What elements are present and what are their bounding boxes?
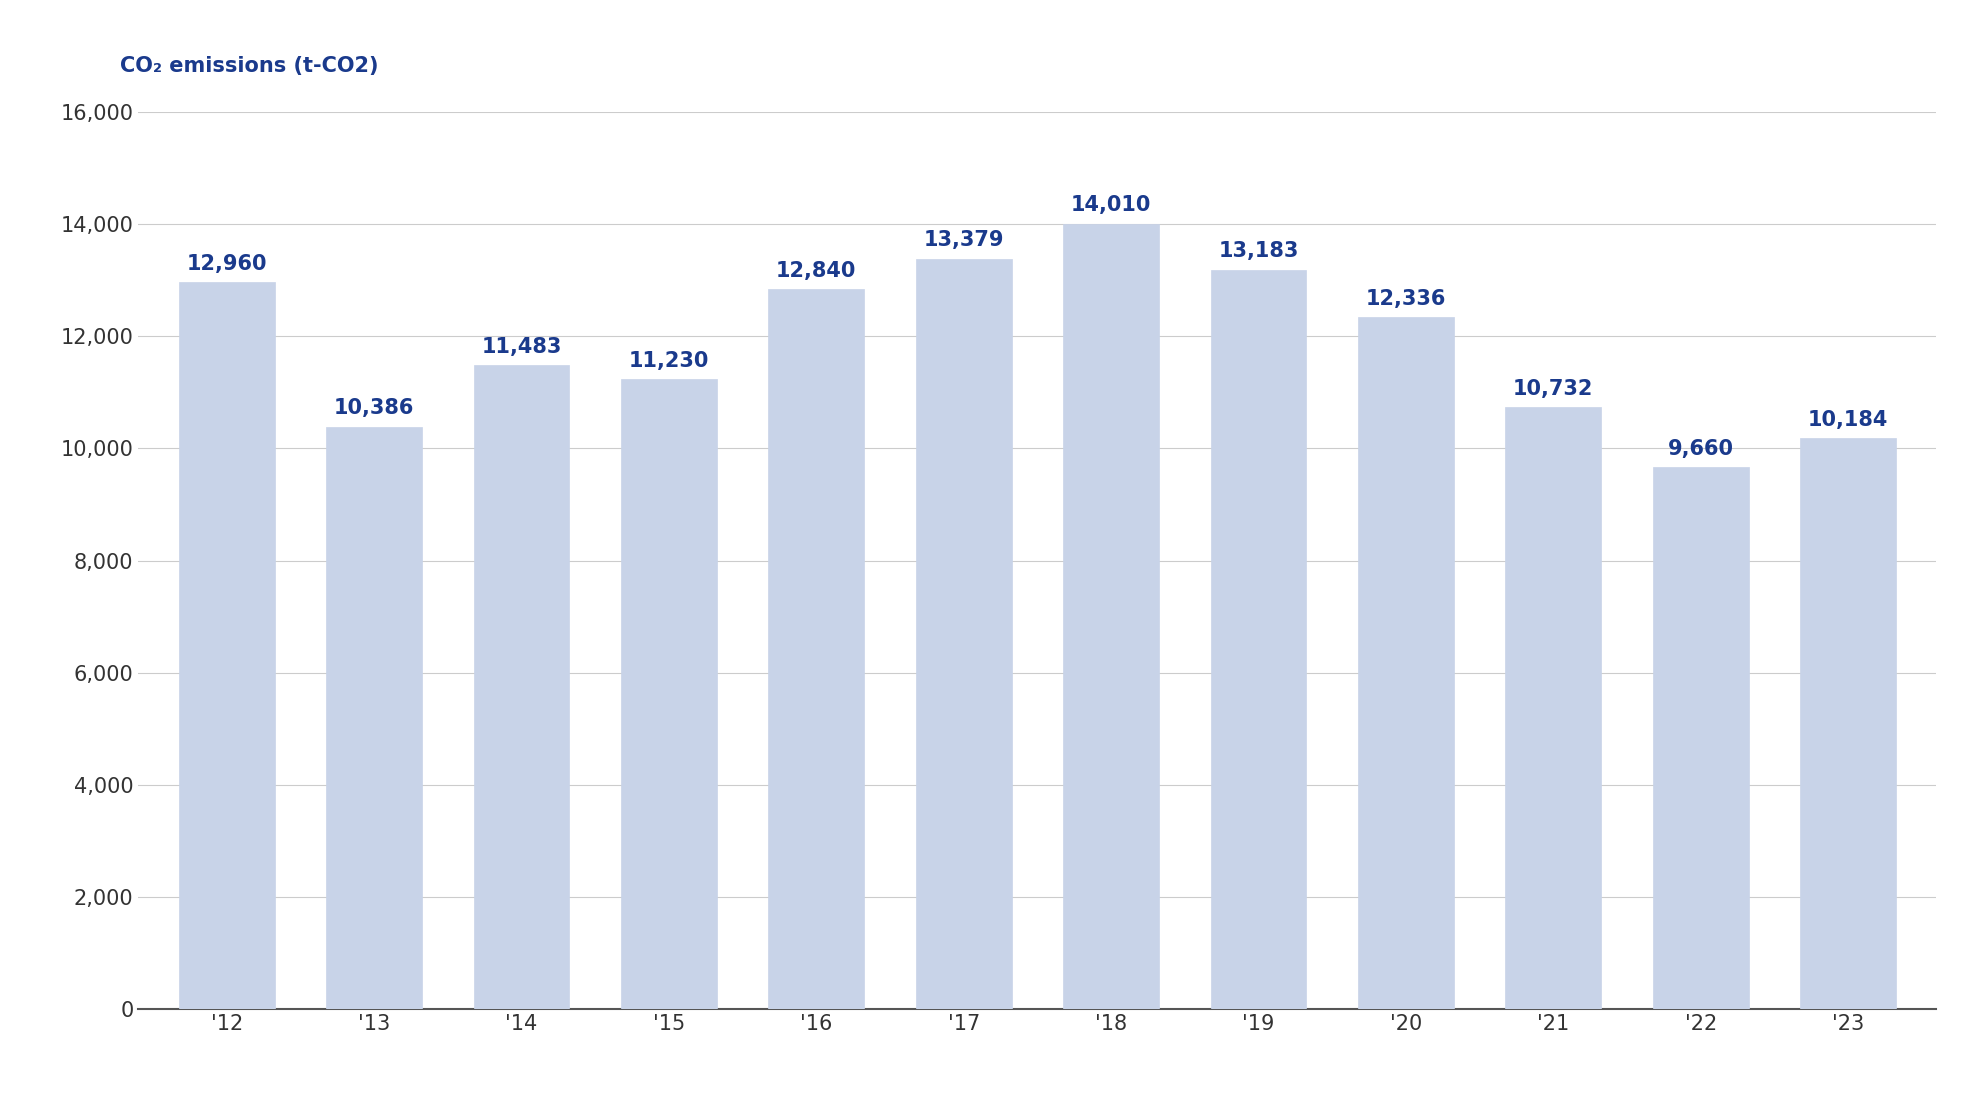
- Bar: [1506, 407, 1601, 1009]
- Text: 11,230: 11,230: [628, 350, 709, 372]
- Bar: [1211, 269, 1306, 1009]
- Text: 10,732: 10,732: [1514, 379, 1593, 399]
- Bar: [915, 258, 1012, 1009]
- Text: 9,660: 9,660: [1668, 439, 1733, 459]
- Bar: [1063, 224, 1160, 1009]
- Text: 14,010: 14,010: [1071, 195, 1152, 215]
- Text: 10,184: 10,184: [1808, 409, 1889, 429]
- Text: 13,183: 13,183: [1219, 242, 1298, 262]
- Text: 10,386: 10,386: [334, 398, 415, 418]
- Text: Changes in the amount of CO₂ emitted: Changes in the amount of CO₂ emitted: [676, 51, 1399, 83]
- Bar: [180, 283, 275, 1009]
- Bar: [326, 427, 423, 1009]
- Text: 12,840: 12,840: [777, 261, 856, 281]
- Text: 12,960: 12,960: [186, 254, 267, 274]
- Text: 11,483: 11,483: [482, 337, 561, 357]
- Bar: [474, 365, 569, 1009]
- Bar: [769, 289, 864, 1009]
- Bar: [620, 379, 717, 1009]
- Bar: [1358, 317, 1454, 1009]
- Text: CO₂ emissions (t-CO2): CO₂ emissions (t-CO2): [121, 57, 379, 77]
- Bar: [1800, 438, 1895, 1009]
- Bar: [1652, 468, 1749, 1009]
- Text: 12,336: 12,336: [1365, 289, 1446, 309]
- Text: 13,379: 13,379: [923, 231, 1004, 251]
